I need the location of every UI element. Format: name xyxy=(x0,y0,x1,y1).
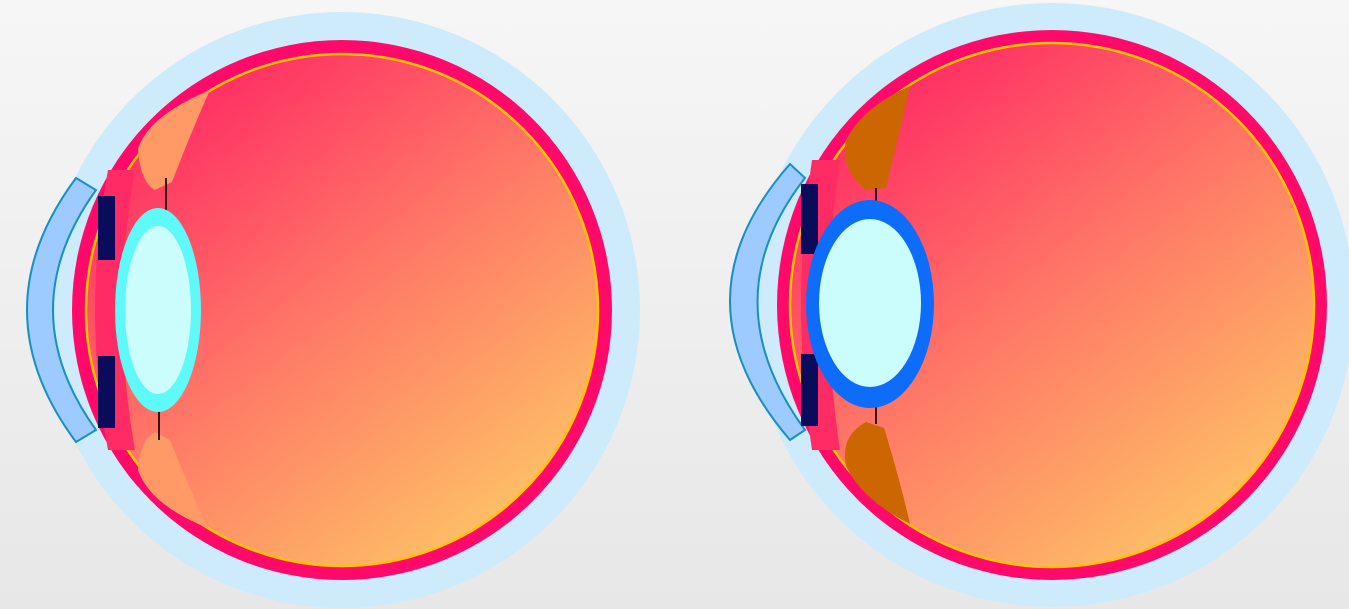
iris-lower xyxy=(98,356,115,428)
vitreous-body xyxy=(86,54,598,566)
cornea xyxy=(26,176,98,444)
cornea xyxy=(729,162,807,442)
ciliary-body-lower xyxy=(138,432,208,528)
retina xyxy=(788,41,1316,569)
lens-core xyxy=(125,226,191,394)
lens-core xyxy=(819,219,921,387)
ciliary-body-upper xyxy=(138,90,210,190)
eye-relaxed xyxy=(26,12,640,608)
retina xyxy=(84,52,600,568)
vitreous-body xyxy=(790,43,1314,567)
iris-upper xyxy=(98,196,115,260)
ciliary-body-upper xyxy=(844,86,910,190)
ciliary-body-lower xyxy=(844,422,910,524)
iris-lower xyxy=(801,354,818,426)
iris-upper xyxy=(801,184,818,254)
eye-accommodated xyxy=(729,3,1349,607)
